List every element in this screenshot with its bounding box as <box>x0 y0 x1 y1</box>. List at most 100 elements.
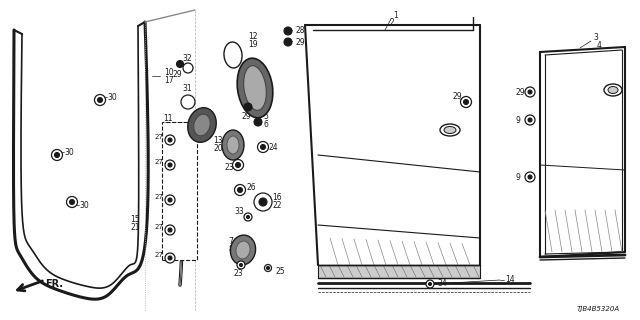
Circle shape <box>165 160 175 170</box>
Circle shape <box>67 196 77 207</box>
Circle shape <box>234 185 246 196</box>
Text: 2: 2 <box>389 18 394 27</box>
Circle shape <box>237 261 245 269</box>
Text: 15: 15 <box>130 215 140 225</box>
Text: 6: 6 <box>263 119 268 129</box>
Text: 32: 32 <box>182 53 191 62</box>
Text: 10: 10 <box>164 68 173 76</box>
Text: 25: 25 <box>275 268 285 276</box>
Text: 27: 27 <box>155 134 164 140</box>
Ellipse shape <box>237 58 273 118</box>
Text: 17: 17 <box>164 76 173 84</box>
Ellipse shape <box>236 241 250 259</box>
Text: 5: 5 <box>263 111 268 121</box>
Circle shape <box>95 94 106 106</box>
Text: 20: 20 <box>213 143 223 153</box>
Text: FR.: FR. <box>45 279 63 289</box>
Text: 28: 28 <box>295 26 305 35</box>
Text: 19: 19 <box>248 39 258 49</box>
Ellipse shape <box>604 84 622 96</box>
Circle shape <box>259 198 267 206</box>
Circle shape <box>232 159 243 171</box>
Ellipse shape <box>444 126 456 133</box>
Circle shape <box>266 267 269 269</box>
Circle shape <box>70 199 74 204</box>
Circle shape <box>264 265 271 271</box>
Circle shape <box>426 280 434 288</box>
Text: 18: 18 <box>163 122 173 131</box>
Ellipse shape <box>222 130 244 160</box>
Ellipse shape <box>230 235 255 265</box>
Ellipse shape <box>244 66 266 110</box>
Text: 29: 29 <box>241 111 251 121</box>
Circle shape <box>183 63 193 73</box>
Text: 34: 34 <box>437 279 447 289</box>
Circle shape <box>244 213 252 221</box>
Text: 12: 12 <box>248 31 257 41</box>
Text: 1: 1 <box>393 11 397 20</box>
Circle shape <box>165 135 175 145</box>
Circle shape <box>284 27 292 35</box>
Text: 22: 22 <box>272 201 282 210</box>
Text: 27: 27 <box>155 224 164 230</box>
Circle shape <box>254 193 272 211</box>
Ellipse shape <box>188 108 216 142</box>
Circle shape <box>51 149 63 161</box>
Circle shape <box>257 141 269 153</box>
Text: 29: 29 <box>172 69 182 78</box>
Text: 23: 23 <box>224 163 234 172</box>
Text: 9: 9 <box>516 116 521 124</box>
Text: 7: 7 <box>228 237 233 246</box>
Circle shape <box>168 198 172 202</box>
Ellipse shape <box>194 114 210 136</box>
Circle shape <box>168 256 172 260</box>
Text: 29: 29 <box>452 92 461 100</box>
Circle shape <box>177 60 184 68</box>
Text: 33: 33 <box>234 207 244 217</box>
FancyBboxPatch shape <box>318 265 480 278</box>
Ellipse shape <box>440 124 460 136</box>
Circle shape <box>239 263 243 267</box>
Circle shape <box>260 145 266 149</box>
Circle shape <box>429 283 431 285</box>
Circle shape <box>525 172 535 182</box>
Text: 31: 31 <box>182 84 191 92</box>
Circle shape <box>165 195 175 205</box>
Circle shape <box>244 103 252 111</box>
Text: 14: 14 <box>505 276 515 284</box>
Circle shape <box>236 163 241 167</box>
Text: 23: 23 <box>233 269 243 278</box>
Circle shape <box>165 225 175 235</box>
Text: 16: 16 <box>272 193 282 202</box>
Circle shape <box>525 87 535 97</box>
Text: 27: 27 <box>155 194 164 200</box>
Text: 29: 29 <box>295 37 305 46</box>
Ellipse shape <box>227 136 239 154</box>
Text: 27: 27 <box>155 252 164 258</box>
Text: 26: 26 <box>246 182 255 191</box>
Circle shape <box>528 118 532 122</box>
Ellipse shape <box>608 86 618 93</box>
Circle shape <box>284 38 292 46</box>
Text: 27: 27 <box>155 159 164 165</box>
FancyBboxPatch shape <box>162 122 197 260</box>
Text: 9: 9 <box>516 172 521 181</box>
Circle shape <box>463 100 468 105</box>
Ellipse shape <box>224 42 242 68</box>
Circle shape <box>237 188 243 193</box>
Text: 30: 30 <box>107 92 116 101</box>
Text: 30: 30 <box>64 148 74 156</box>
Text: 3: 3 <box>593 33 598 42</box>
Text: 4: 4 <box>597 41 602 50</box>
Text: TJB4B5320A: TJB4B5320A <box>577 306 620 312</box>
Circle shape <box>528 90 532 94</box>
Circle shape <box>525 115 535 125</box>
Text: 30: 30 <box>79 201 89 210</box>
Circle shape <box>528 175 532 179</box>
Circle shape <box>181 95 195 109</box>
Circle shape <box>168 163 172 167</box>
Circle shape <box>246 215 250 219</box>
Circle shape <box>168 228 172 232</box>
Text: 11: 11 <box>163 114 173 123</box>
Circle shape <box>168 138 172 142</box>
